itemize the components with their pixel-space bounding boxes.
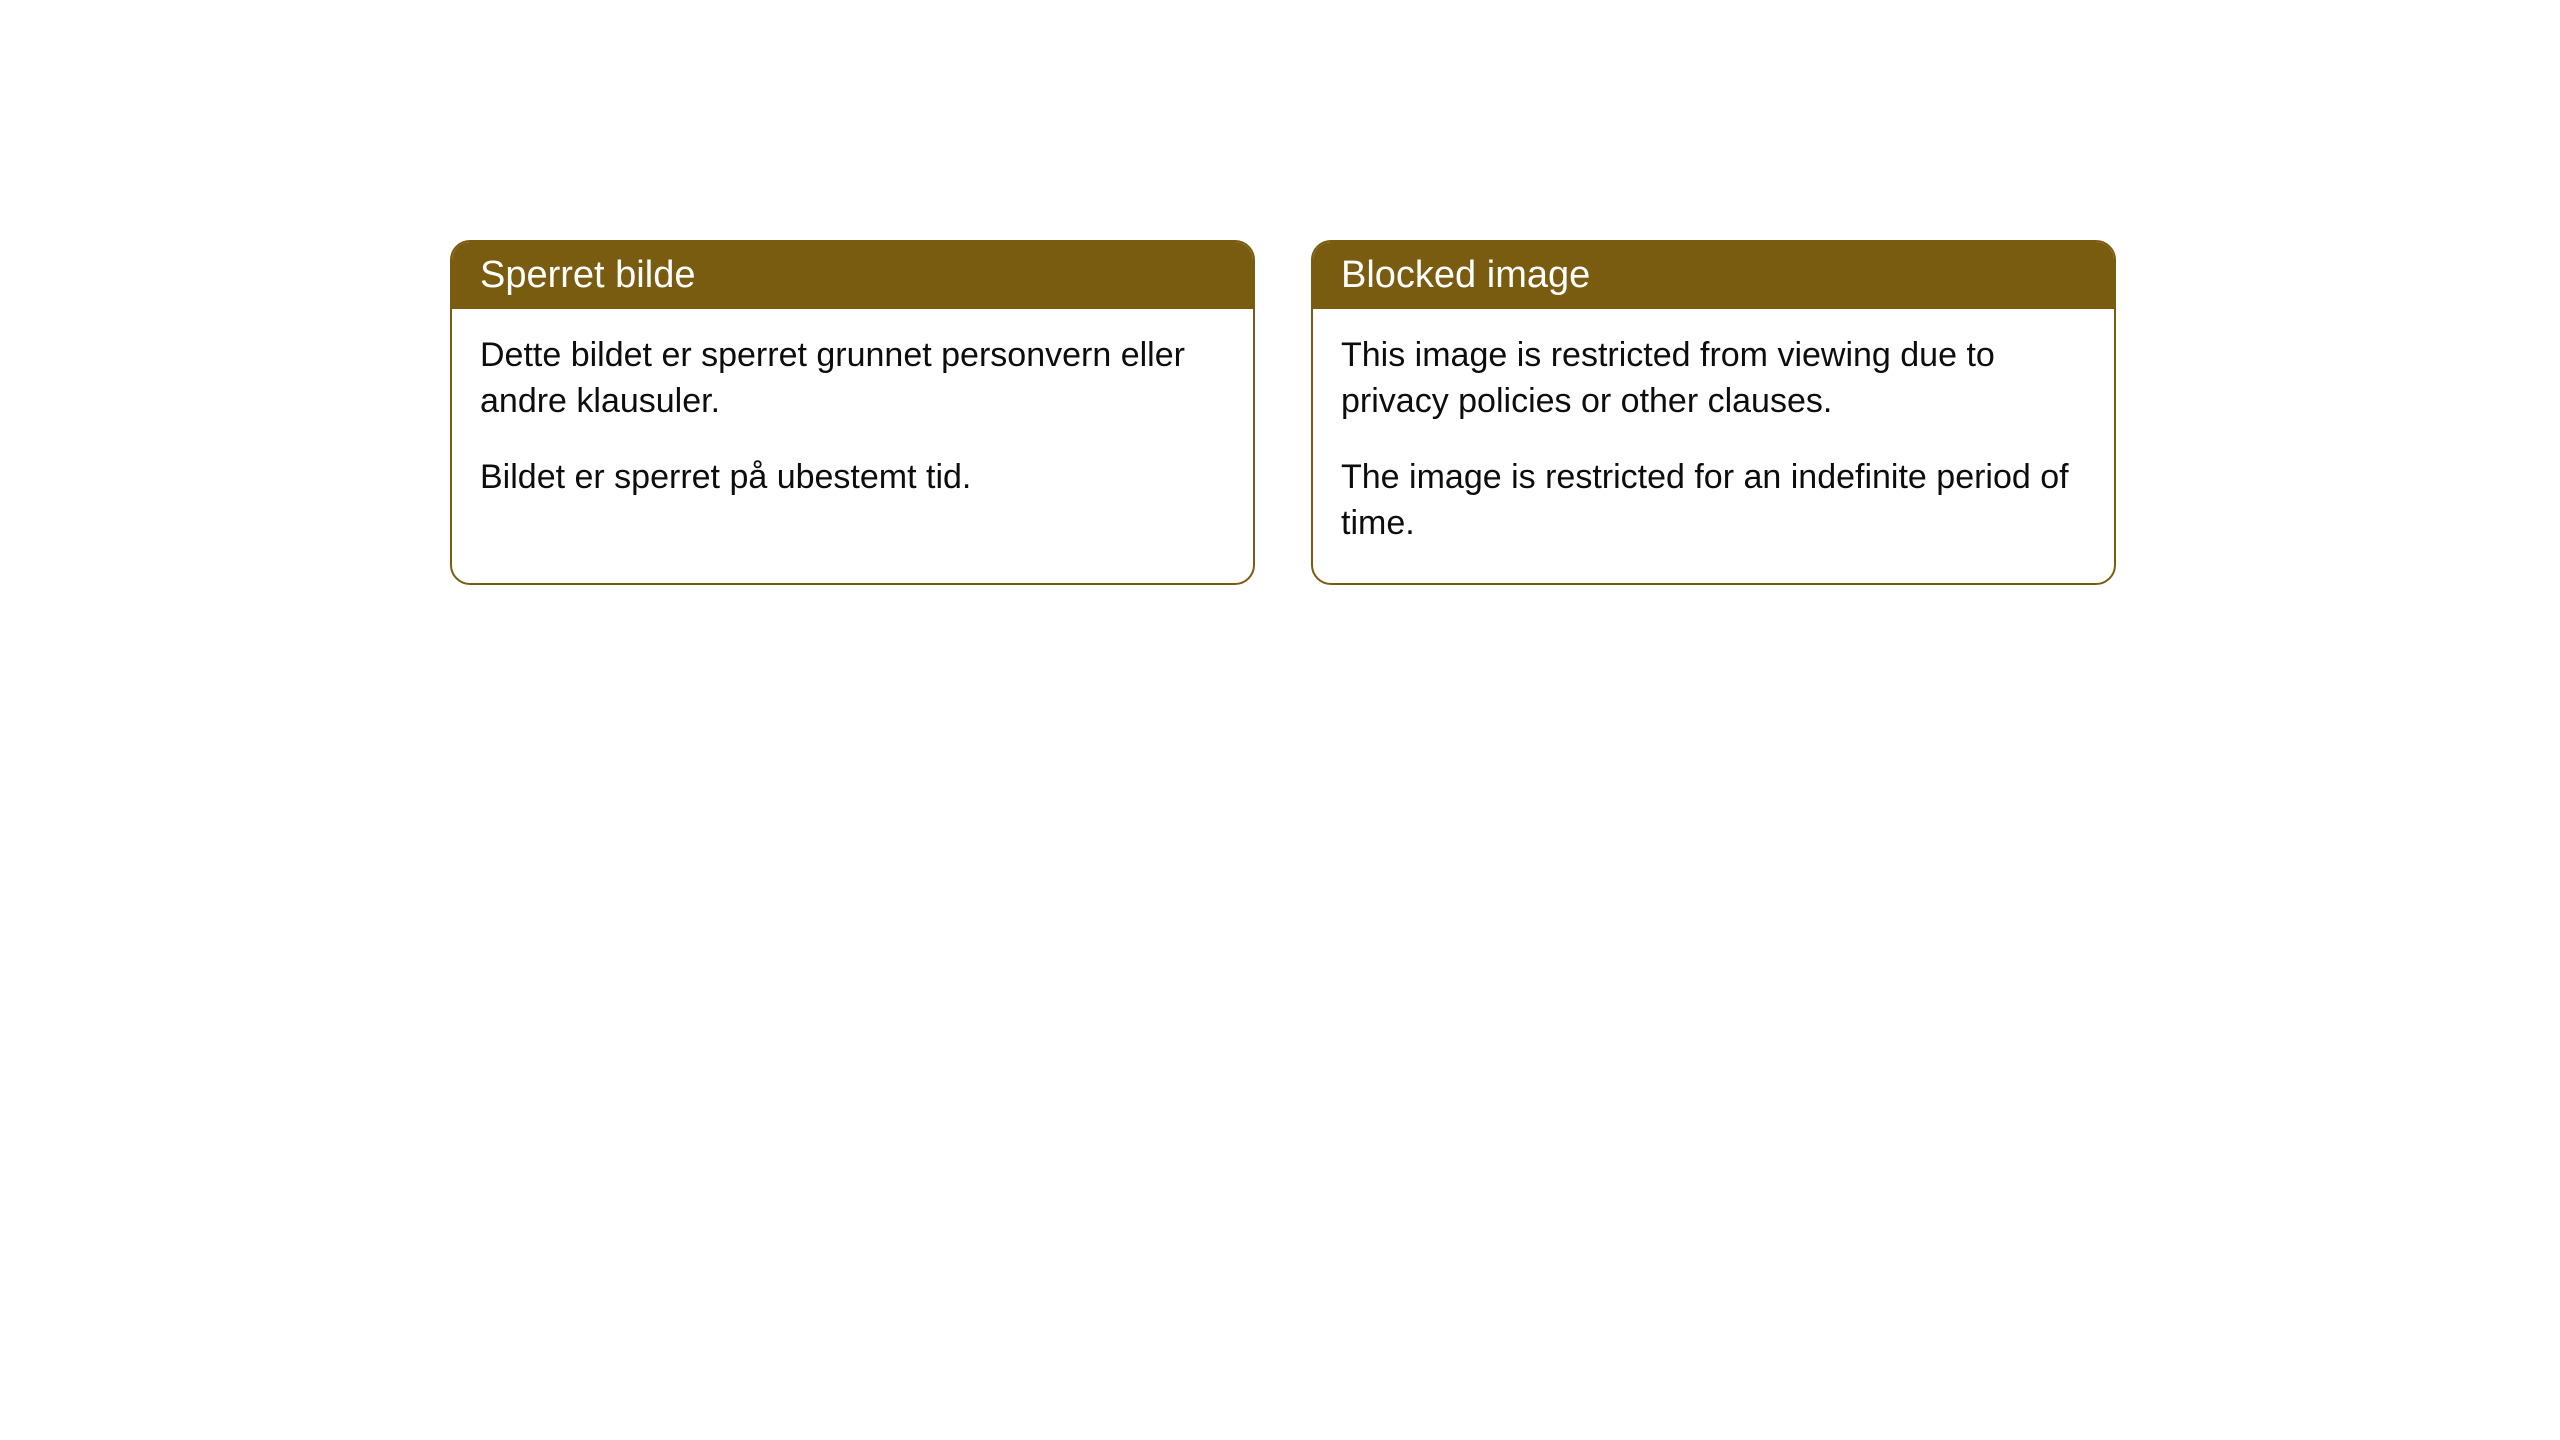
card-header: Sperret bilde	[452, 242, 1253, 309]
card-paragraph: This image is restricted from viewing du…	[1341, 333, 2086, 425]
card-paragraph: Bildet er sperret på ubestemt tid.	[480, 455, 1225, 501]
notice-card-english: Blocked image This image is restricted f…	[1311, 240, 2116, 585]
card-body: Dette bildet er sperret grunnet personve…	[452, 309, 1253, 537]
card-paragraph: Dette bildet er sperret grunnet personve…	[480, 333, 1225, 425]
card-paragraph: The image is restricted for an indefinit…	[1341, 455, 2086, 547]
card-header: Blocked image	[1313, 242, 2114, 309]
card-title: Blocked image	[1341, 254, 1590, 296]
notice-card-norwegian: Sperret bilde Dette bildet er sperret gr…	[450, 240, 1255, 585]
notice-container: Sperret bilde Dette bildet er sperret gr…	[450, 240, 2116, 585]
card-body: This image is restricted from viewing du…	[1313, 309, 2114, 583]
card-title: Sperret bilde	[480, 254, 695, 296]
